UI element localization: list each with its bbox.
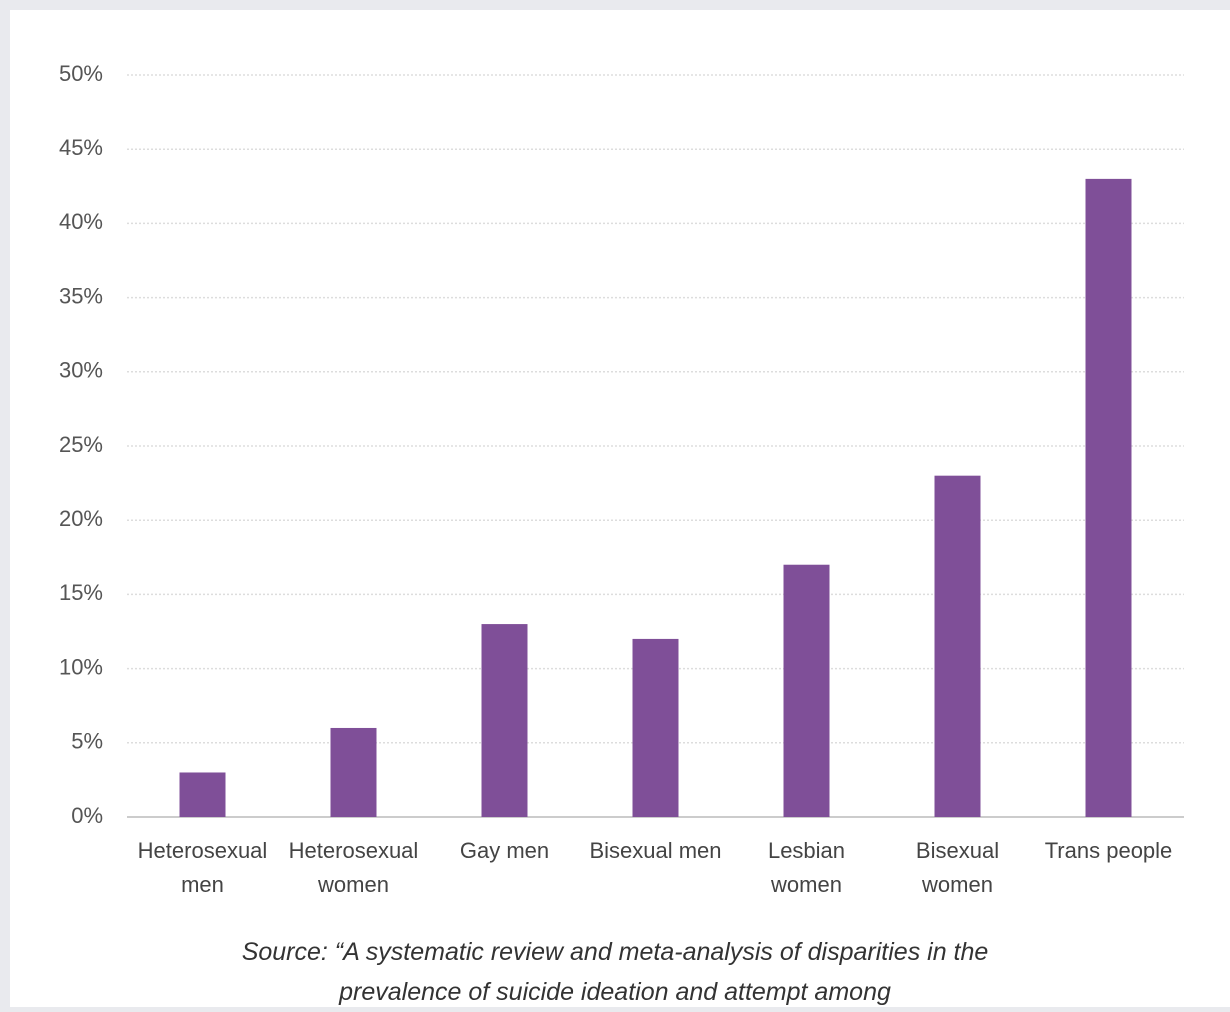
y-tick-label: 25%: [59, 432, 103, 457]
y-tick-label: 40%: [59, 209, 103, 234]
y-tick-label: 10%: [59, 654, 103, 679]
x-tick-label: Trans people: [1044, 838, 1173, 863]
bar: [481, 624, 528, 817]
bar: [179, 772, 226, 817]
y-tick-label: 35%: [59, 283, 103, 308]
x-tick-label: Heterosexual women: [288, 838, 419, 897]
y-tick-label: 15%: [59, 580, 103, 605]
bar: [330, 727, 377, 817]
y-tick-label: 45%: [59, 135, 103, 160]
bar: [934, 475, 981, 817]
x-tick-label: Lesbian women: [767, 838, 846, 897]
bar: [783, 564, 830, 817]
y-tick-label: 5%: [71, 729, 103, 754]
y-tick-label: 30%: [59, 358, 103, 383]
y-tick-label: 20%: [59, 506, 103, 531]
bar: [632, 638, 679, 817]
x-tick-label: Bisexual men: [589, 838, 722, 863]
x-tick-label: Bisexual women: [915, 838, 1000, 897]
y-tick-label: 50%: [59, 61, 103, 86]
panel: [10, 10, 1230, 1007]
x-tick-label: Gay men: [459, 838, 550, 863]
bar: [1085, 178, 1132, 817]
x-tick-label: Heterosexual men: [137, 838, 268, 897]
y-tick-label: 0%: [71, 803, 103, 828]
source-note: Source: “A systematic review and meta-an…: [241, 938, 989, 1006]
